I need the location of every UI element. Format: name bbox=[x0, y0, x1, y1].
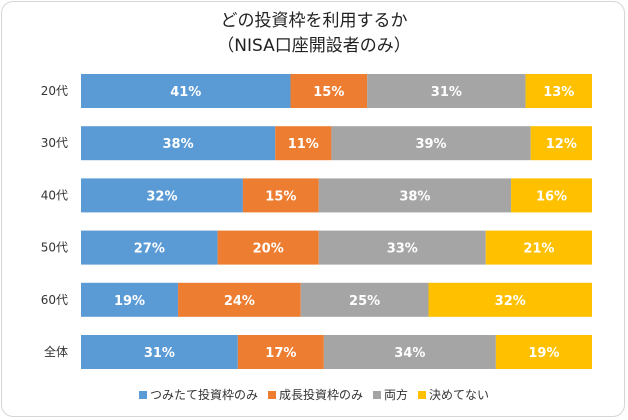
data-label: 31% bbox=[431, 85, 462, 100]
bar-segment bbox=[275, 126, 332, 161]
bar-segment bbox=[81, 126, 276, 161]
bar-segment bbox=[367, 74, 526, 108]
bar-segment bbox=[178, 282, 301, 317]
data-label: 33% bbox=[387, 242, 418, 257]
legend-label: 成長投資枠のみ bbox=[278, 388, 363, 402]
chart-subtitle: （NISA口座開設者のみ） bbox=[217, 36, 411, 56]
data-label: 32% bbox=[146, 189, 177, 204]
data-label: 15% bbox=[313, 85, 344, 100]
bar-segment bbox=[495, 335, 592, 369]
data-label: 34% bbox=[394, 346, 425, 361]
category-label: 全体 bbox=[44, 344, 68, 359]
bar-segment bbox=[81, 178, 243, 213]
data-label: 38% bbox=[163, 137, 194, 152]
data-label: 12% bbox=[546, 137, 577, 152]
data-label: 11% bbox=[288, 137, 319, 152]
bar-segment bbox=[485, 230, 592, 265]
data-label: 41% bbox=[170, 85, 201, 100]
legend-label: つみたて投資枠のみ bbox=[149, 388, 258, 402]
bar-segment bbox=[81, 230, 218, 265]
bar-segment bbox=[237, 335, 324, 369]
bar-segment bbox=[318, 230, 486, 265]
category-label: 40代 bbox=[41, 188, 68, 202]
legend-item: 決めてない bbox=[418, 386, 489, 403]
data-label: 19% bbox=[114, 294, 145, 309]
bar-segment bbox=[81, 335, 238, 369]
data-label: 19% bbox=[528, 346, 559, 361]
legend-item: つみたて投資枠のみ bbox=[138, 386, 258, 403]
bar-segment bbox=[525, 74, 592, 108]
bar-segment bbox=[323, 335, 496, 369]
legend-label: 決めてない bbox=[429, 388, 490, 402]
bar-segment bbox=[428, 282, 592, 317]
legend-item: 成長投資枠のみ bbox=[267, 386, 363, 403]
category-label: 60代 bbox=[41, 293, 68, 307]
bar-segment bbox=[530, 126, 592, 161]
bar-segment bbox=[81, 74, 291, 108]
data-label: 13% bbox=[543, 85, 574, 100]
category-label: 20代 bbox=[41, 84, 68, 98]
legend-swatch bbox=[267, 390, 276, 399]
legend-item: 両方 bbox=[373, 386, 408, 403]
data-label: 24% bbox=[224, 294, 255, 309]
bar-segment bbox=[511, 178, 592, 213]
bar-segment bbox=[217, 230, 319, 265]
data-label: 15% bbox=[265, 189, 296, 204]
data-label: 32% bbox=[495, 294, 526, 309]
bar-segment bbox=[331, 126, 531, 161]
data-label: 25% bbox=[349, 294, 380, 309]
category-label: 30代 bbox=[41, 136, 68, 150]
legend-swatch bbox=[418, 390, 427, 399]
bar-segment bbox=[290, 74, 368, 108]
data-label: 38% bbox=[399, 189, 430, 204]
bar-segment bbox=[242, 178, 319, 213]
legend-label: 両方 bbox=[384, 388, 409, 402]
data-label: 20% bbox=[253, 242, 284, 257]
bar-segment bbox=[318, 178, 512, 213]
data-label: 31% bbox=[144, 346, 175, 361]
legend-swatch bbox=[373, 390, 381, 399]
data-label: 17% bbox=[265, 346, 296, 361]
data-label: 16% bbox=[536, 189, 567, 204]
data-label: 27% bbox=[134, 242, 165, 257]
category-label: 50代 bbox=[41, 241, 68, 255]
chart-legend: つみたて投資枠のみ 成長投資枠のみ 両方 決めてない bbox=[0, 386, 628, 403]
legend-swatch bbox=[138, 390, 147, 399]
chart-title: どの投資枠を利用するか bbox=[220, 11, 408, 31]
data-label: 21% bbox=[523, 242, 554, 257]
bar-segment bbox=[81, 282, 179, 317]
bar-segment bbox=[300, 282, 429, 317]
data-label: 39% bbox=[415, 137, 446, 152]
